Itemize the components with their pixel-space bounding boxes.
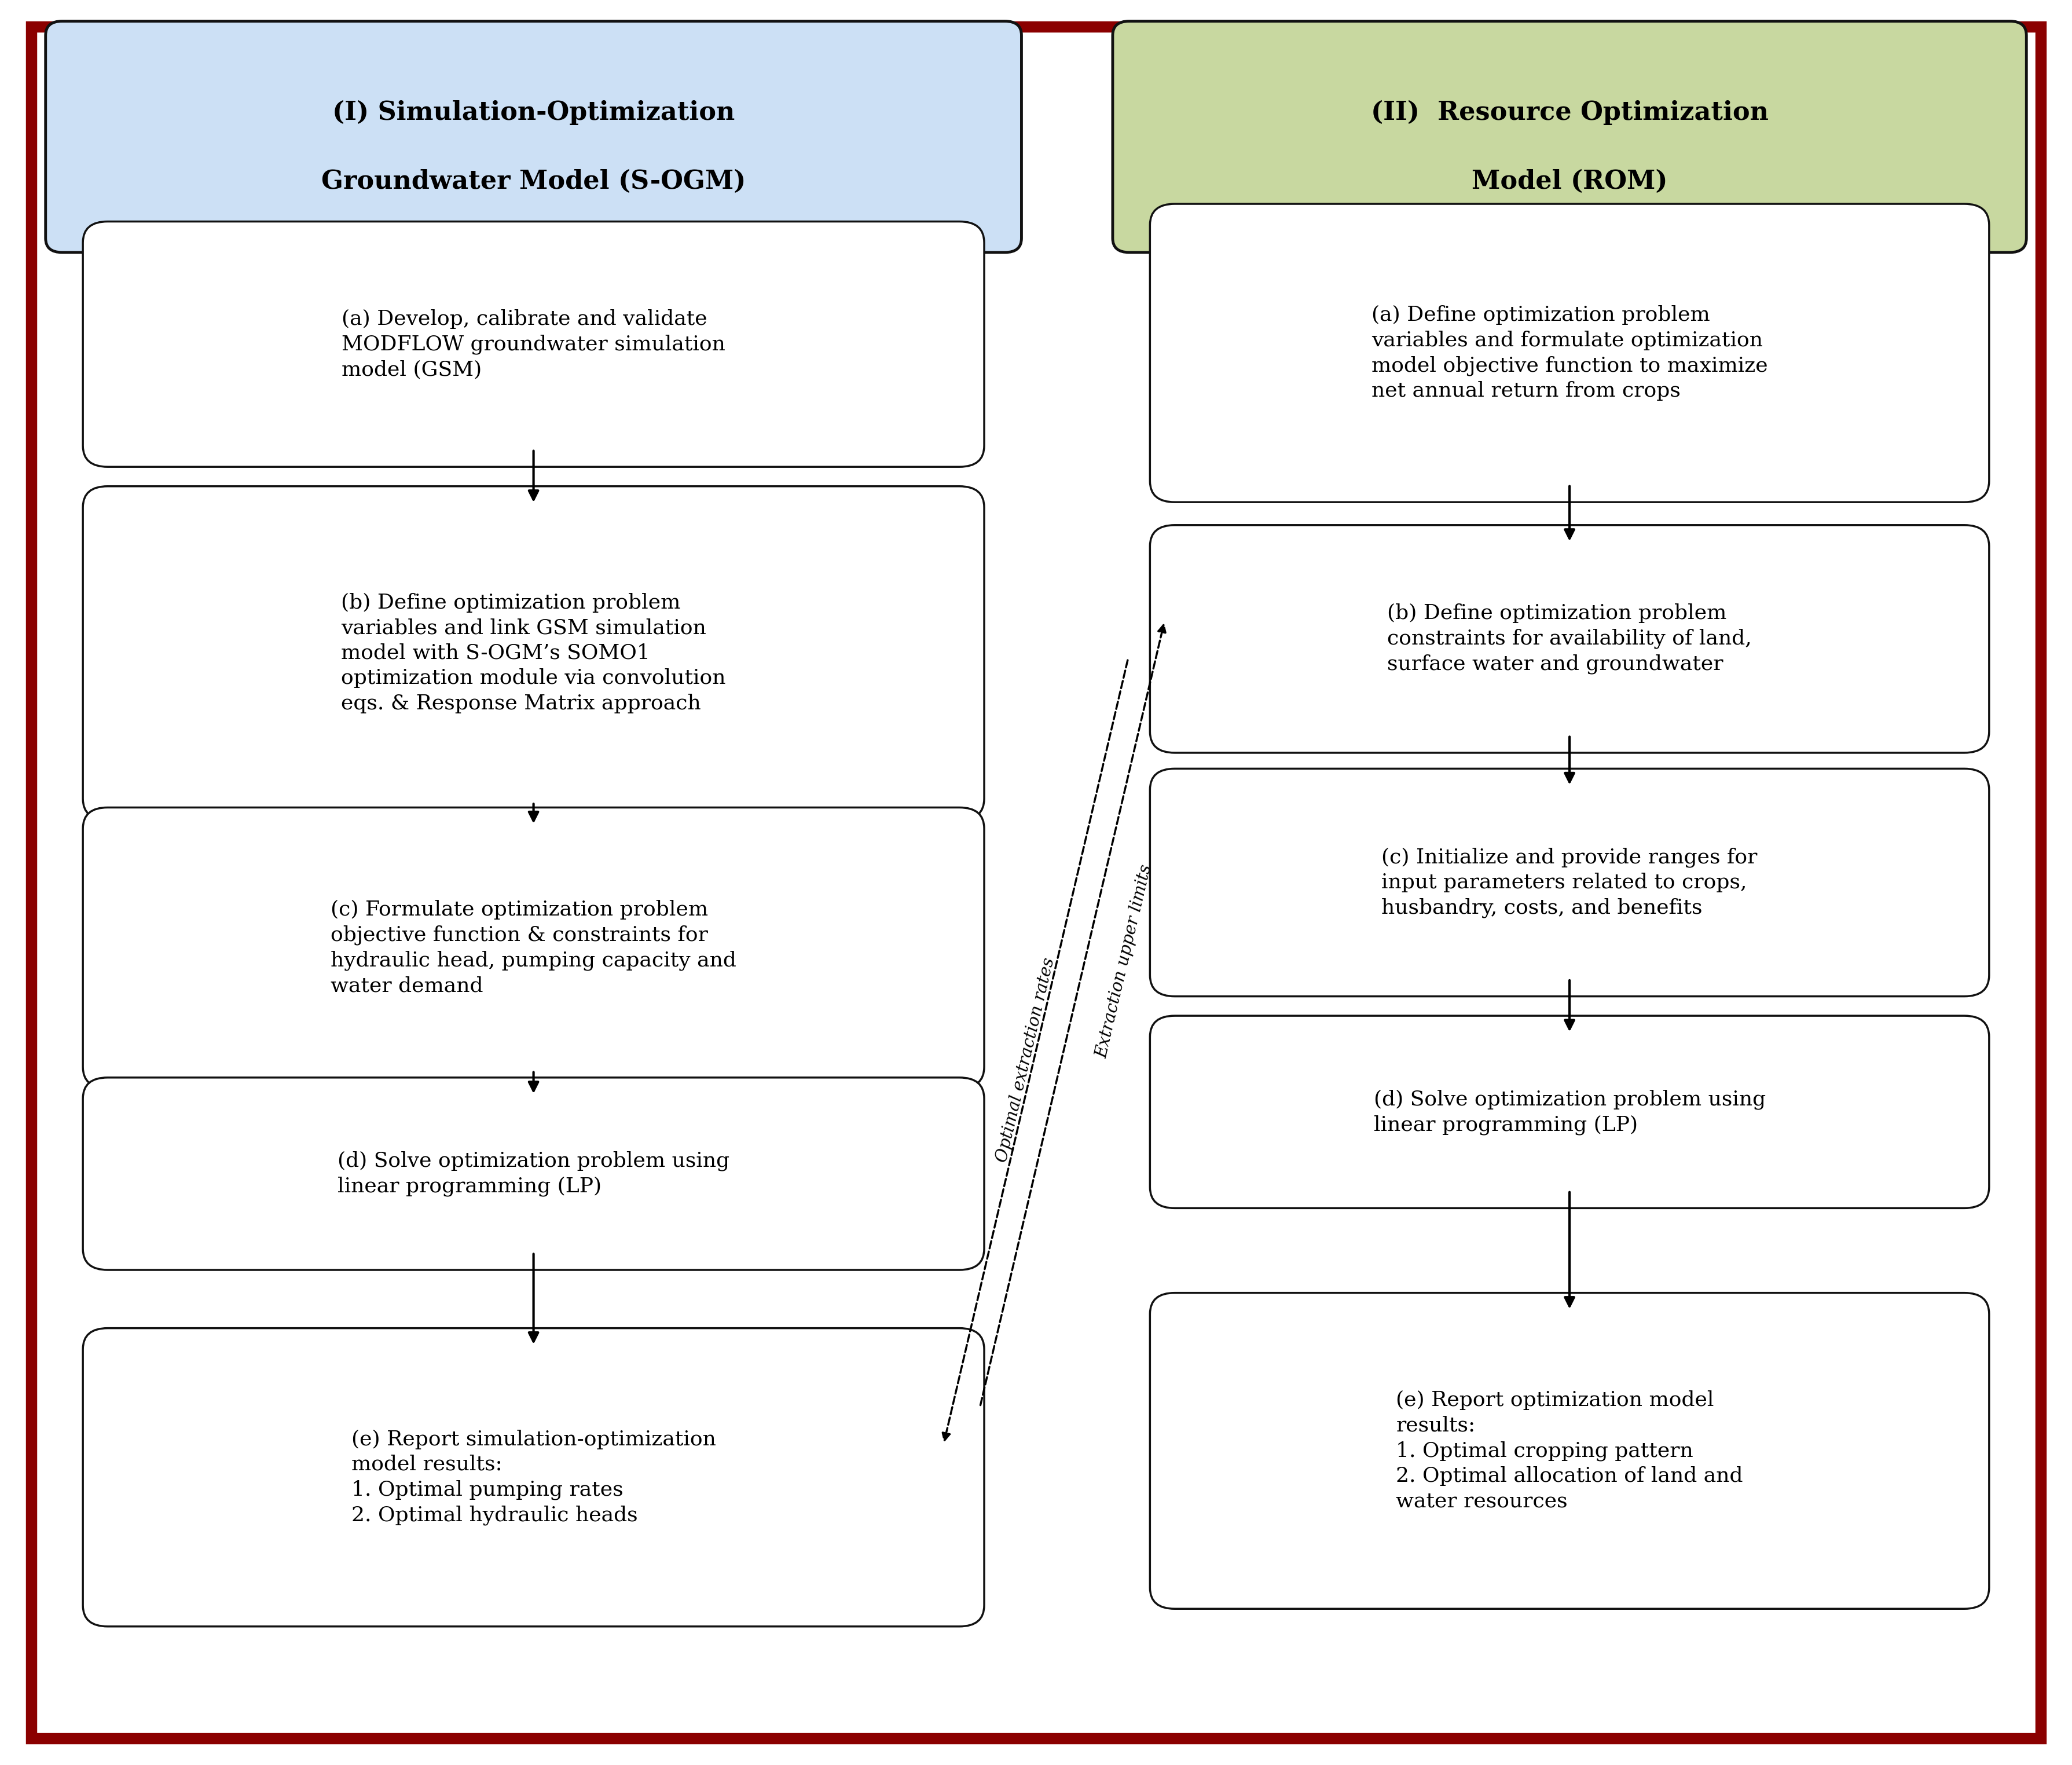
Text: (e) Report optimization model
results:
1. Optimal cropping pattern
2. Optimal al: (e) Report optimization model results: 1…: [1397, 1391, 1743, 1511]
FancyBboxPatch shape: [1150, 1294, 1989, 1610]
Text: Optimal extraction rates: Optimal extraction rates: [995, 957, 1057, 1165]
FancyBboxPatch shape: [83, 487, 984, 821]
FancyBboxPatch shape: [1150, 770, 1989, 995]
Text: (a) Define optimization problem
variables and formulate optimization
model objec: (a) Define optimization problem variable…: [1372, 305, 1767, 401]
Text: (e) Report simulation-optimization
model results:
1. Optimal pumping rates
2. Op: (e) Report simulation-optimization model…: [352, 1430, 715, 1525]
Text: Model (ROM): Model (ROM): [1471, 169, 1668, 194]
Text: (II)  Resource Optimization: (II) Resource Optimization: [1372, 101, 1767, 125]
Text: Extraction upper limits: Extraction upper limits: [1094, 863, 1154, 1059]
FancyBboxPatch shape: [83, 808, 984, 1087]
Text: (I) Simulation-Optimization: (I) Simulation-Optimization: [332, 101, 736, 125]
Text: Groundwater Model (S-OGM): Groundwater Model (S-OGM): [321, 169, 746, 194]
Text: (d) Solve optimization problem using
linear programming (LP): (d) Solve optimization problem using lin…: [338, 1151, 729, 1197]
FancyBboxPatch shape: [1150, 205, 1989, 503]
Text: (d) Solve optimization problem using
linear programming (LP): (d) Solve optimization problem using lin…: [1374, 1089, 1765, 1135]
FancyBboxPatch shape: [1150, 1017, 1989, 1209]
Text: (b) Define optimization problem
constraints for availability of land,
surface wa: (b) Define optimization problem constrai…: [1388, 604, 1751, 674]
FancyBboxPatch shape: [1150, 526, 1989, 754]
FancyBboxPatch shape: [31, 26, 2041, 1739]
Text: (c) Formulate optimization problem
objective function & constraints for
hydrauli: (c) Formulate optimization problem objec…: [332, 900, 736, 995]
FancyBboxPatch shape: [1113, 21, 2026, 252]
Text: (c) Initialize and provide ranges for
input parameters related to crops,
husband: (c) Initialize and provide ranges for in…: [1382, 847, 1757, 918]
FancyBboxPatch shape: [46, 21, 1021, 252]
FancyBboxPatch shape: [83, 1329, 984, 1627]
Text: (a) Develop, calibrate and validate
MODFLOW groundwater simulation
model (GSM): (a) Develop, calibrate and validate MODF…: [342, 309, 725, 379]
FancyBboxPatch shape: [83, 222, 984, 468]
FancyBboxPatch shape: [83, 1077, 984, 1271]
Text: (b) Define optimization problem
variables and link GSM simulation
model with S-O: (b) Define optimization problem variable…: [342, 593, 725, 713]
